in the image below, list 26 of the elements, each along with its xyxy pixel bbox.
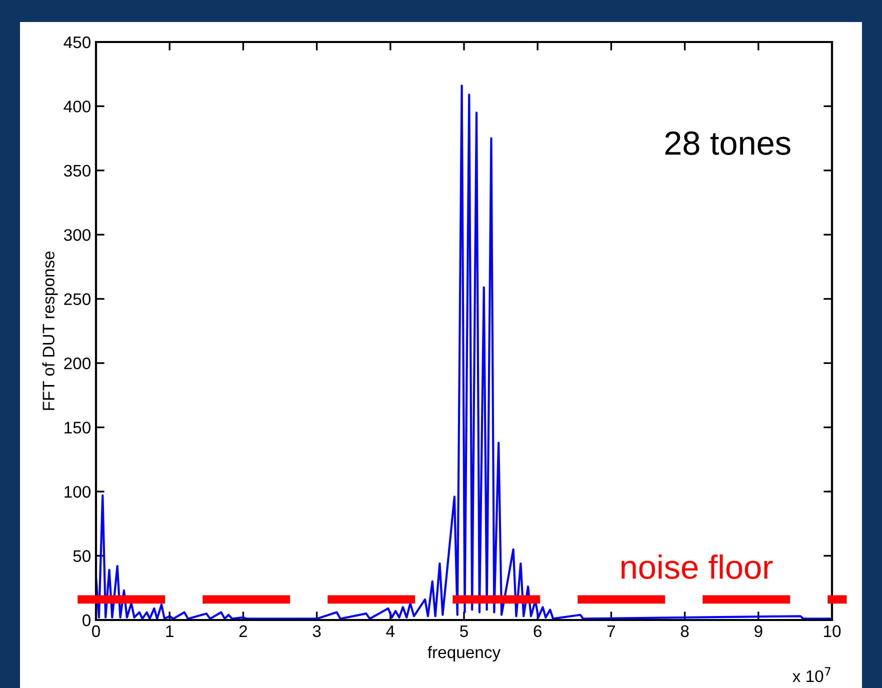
y-tick-label: 250 (64, 293, 90, 306)
x-tick-label: 6 (534, 625, 542, 638)
y-tick-label: 300 (64, 229, 90, 241)
x-tick-label: 5 (460, 625, 468, 638)
y-axis-title: FFT of DUT response (42, 251, 58, 410)
y-tick-label: 100 (64, 486, 90, 498)
x-tick-label: 4 (386, 625, 395, 637)
x-tick-label: 9 (754, 625, 762, 638)
x-tick-label: 0 (92, 625, 100, 638)
y-tick-label: 150 (64, 422, 90, 434)
x-tick-label: 3 (312, 625, 321, 638)
x-tick-label: 7 (607, 625, 615, 637)
y-tick-label: 0 (82, 614, 90, 626)
y-tick-label: 200 (64, 358, 90, 370)
x-axis-title: frequency (428, 646, 501, 662)
x-tick-label: 8 (680, 625, 689, 638)
y-tick-label: 50 (73, 550, 90, 562)
y-tick-label: 350 (64, 164, 90, 177)
x-tick-label: 10 (824, 625, 841, 638)
ref-line-label: noise floor (622, 554, 773, 579)
x-tick-label: 2 (239, 625, 247, 637)
text: x 10$^{7}$ (792, 667, 830, 682)
y-tick-label: 400 (64, 100, 90, 112)
annotation: 28 tones (665, 131, 790, 155)
x-tick-label: 1 (166, 625, 174, 637)
y-tick-label: 450 (64, 36, 90, 48)
